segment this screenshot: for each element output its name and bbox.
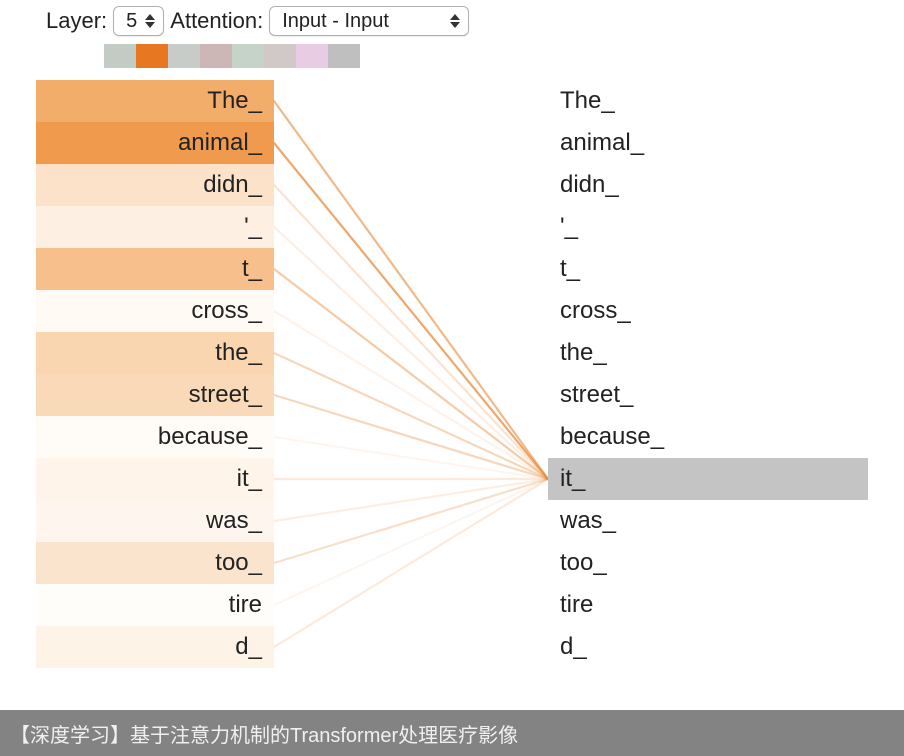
left-token[interactable]: was_ [36, 500, 274, 542]
token-label: too_ [215, 549, 262, 576]
left-token[interactable]: street_ [36, 374, 274, 416]
right-token[interactable]: t_ [548, 248, 868, 290]
token-label: tire [560, 591, 593, 618]
swatch-5[interactable] [264, 44, 296, 68]
right-token[interactable]: cross_ [548, 290, 868, 332]
stepper-arrows-icon [450, 14, 460, 28]
token-label: because_ [158, 423, 262, 450]
token-label: t_ [242, 255, 262, 282]
left-token[interactable]: it_ [36, 458, 274, 500]
left-token[interactable]: animal_ [36, 122, 274, 164]
right-token[interactable]: animal_ [548, 122, 868, 164]
left-token-column: The_ animal_ didn_ '_ t_ cross_ the_ street_bec… [36, 80, 274, 668]
token-label: tire [229, 591, 262, 618]
right-token-column: The_ animal_ didn_ '_ t_ cross_ the_ street_bec… [548, 80, 868, 668]
left-token[interactable]: t_ [36, 248, 274, 290]
right-token[interactable]: d_ [548, 626, 868, 668]
token-label: street_ [560, 381, 633, 408]
token-label: The_ [560, 87, 615, 114]
swatch-2[interactable] [168, 44, 200, 68]
token-label: street_ [189, 381, 262, 408]
right-token[interactable]: too_ [548, 542, 868, 584]
swatch-6[interactable] [296, 44, 328, 68]
caption-bar: 【深度学习】基于注意力机制的Transformer处理医疗影像 [0, 710, 904, 756]
left-token[interactable]: The_ [36, 80, 274, 122]
left-token[interactable]: the_ [36, 332, 274, 374]
attention-label: Attention: [170, 8, 263, 34]
token-label: it_ [237, 465, 262, 492]
token-label: animal_ [560, 129, 644, 156]
token-label: too_ [560, 549, 607, 576]
left-token[interactable]: '_ [36, 206, 274, 248]
attention-select[interactable]: Input - Input [269, 6, 469, 36]
left-token[interactable]: tire [36, 584, 274, 626]
swatch-3[interactable] [200, 44, 232, 68]
right-token[interactable]: was_ [548, 500, 868, 542]
token-label: '_ [244, 213, 262, 240]
left-token[interactable]: didn_ [36, 164, 274, 206]
left-token[interactable]: because_ [36, 416, 274, 458]
layer-label: Layer: [46, 8, 107, 34]
token-label: the_ [215, 339, 262, 366]
attention-value: Input - Input [282, 10, 389, 33]
token-label: The_ [207, 87, 262, 114]
token-label: it_ [560, 465, 585, 492]
right-token[interactable]: '_ [548, 206, 868, 248]
head-color-swatches [104, 44, 360, 68]
swatch-4[interactable] [232, 44, 264, 68]
right-token[interactable]: it_ [548, 458, 868, 500]
right-token[interactable]: didn_ [548, 164, 868, 206]
controls-bar: Layer: 5 Attention: Input - Input [46, 6, 469, 36]
token-label: was_ [206, 507, 262, 534]
layer-value: 5 [126, 10, 137, 33]
caption-text: 【深度学习】基于注意力机制的Transformer处理医疗影像 [10, 719, 518, 748]
token-label: t_ [560, 255, 580, 282]
left-token[interactable]: d_ [36, 626, 274, 668]
right-token[interactable]: because_ [548, 416, 868, 458]
attention-viz: The_ animal_ didn_ '_ t_ cross_ the_ street_bec… [0, 80, 904, 720]
left-token[interactable]: cross_ [36, 290, 274, 332]
swatch-1[interactable] [136, 44, 168, 68]
token-label: didn_ [203, 171, 262, 198]
right-token[interactable]: tire [548, 584, 868, 626]
token-label: cross_ [560, 297, 631, 324]
right-token[interactable]: the_ [548, 332, 868, 374]
stepper-arrows-icon [145, 14, 155, 28]
token-label: was_ [560, 507, 616, 534]
left-token[interactable]: too_ [36, 542, 274, 584]
token-label: animal_ [178, 129, 262, 156]
right-token[interactable]: The_ [548, 80, 868, 122]
layer-select[interactable]: 5 [113, 6, 164, 36]
token-label: d_ [560, 633, 587, 660]
token-label: '_ [560, 213, 578, 240]
token-label: because_ [560, 423, 664, 450]
token-label: cross_ [191, 297, 262, 324]
right-token[interactable]: street_ [548, 374, 868, 416]
token-label: didn_ [560, 171, 619, 198]
swatch-0[interactable] [104, 44, 136, 68]
token-label: d_ [235, 633, 262, 660]
token-label: the_ [560, 339, 607, 366]
swatch-7[interactable] [328, 44, 360, 68]
